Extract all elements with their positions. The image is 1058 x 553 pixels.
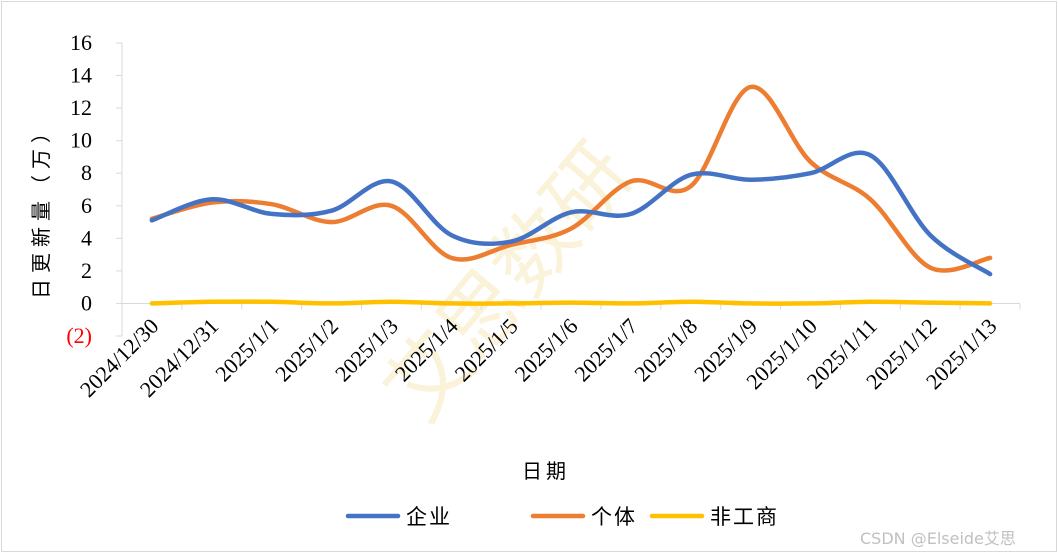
y-tick-label: 4 [81,225,92,250]
y-tick-label: 0 [81,290,92,315]
y-tick-label: 8 [81,160,92,185]
y-axis-label: 日更新量（万） [29,117,53,299]
y-tick-label: 10 [70,128,92,153]
y-tick-label: 2 [81,258,92,283]
x-tick-label: 2025/1/8 [629,313,702,386]
legend: 企业 个体 非工商 [345,505,779,529]
x-tick-label: 2025/1/1 [210,313,283,386]
watermark-center: 艾思数研 [367,126,651,438]
series-line-0 [149,150,993,277]
series-line-2 [149,299,993,306]
legend-label-2: 非工商 [710,505,779,529]
x-tick-label: 2025/1/2 [270,313,343,386]
y-tick-labels: (2) 0 2 4 6 8 10 12 14 16 [66,30,92,348]
x-axis-label: 日期 [522,459,570,483]
x-tick-label: 2025/1/7 [569,313,642,386]
legend-label-1: 个体 [591,505,637,529]
series-lines [149,84,993,306]
legend-label-0: 企业 [406,505,452,529]
watermark-corner: CSDN @Elseide艾思 [860,529,1016,548]
x-tick-labels: 2024/12/302024/12/312025/1/12025/1/22025… [75,313,1002,402]
y-tick-label: 14 [70,63,92,88]
y-tick-label: 12 [70,95,92,120]
y-tick-label: (2) [66,323,92,348]
y-tick-label: 6 [81,193,92,218]
y-tick-label: 16 [70,30,92,55]
